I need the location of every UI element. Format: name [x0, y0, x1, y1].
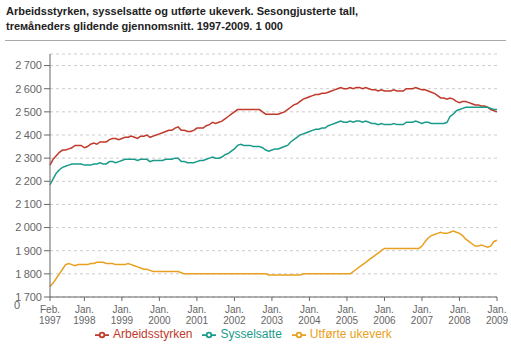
- html-text:Utførte ukeverk: Utførte ukeverk: [309, 327, 392, 341]
- svg-text:2 000: 2 000: [15, 221, 42, 233]
- svg-text:Jan.2007: Jan.2007: [411, 304, 434, 326]
- svg-text:2 100: 2 100: [15, 198, 42, 210]
- svg-text:2 500: 2 500: [15, 106, 42, 118]
- svg-text:2 700: 2 700: [15, 59, 42, 71]
- svg-text:Feb.1997: Feb.1997: [39, 304, 62, 326]
- svg-text:Jan.2005: Jan.2005: [336, 304, 359, 326]
- svg-text:2 400: 2 400: [15, 129, 42, 141]
- svg-text:2 300: 2 300: [15, 152, 42, 164]
- svg-text:Jan.2006: Jan.2006: [373, 304, 396, 326]
- svg-text:1 700: 1 700: [15, 291, 42, 303]
- svg-text:Jan.2004: Jan.2004: [298, 304, 321, 326]
- svg-text:Jan.1998: Jan.1998: [73, 304, 96, 326]
- svg-text:Jan.2009: Jan.2009: [486, 304, 503, 326]
- svg-text:2 200: 2 200: [15, 175, 42, 187]
- svg-text:1 900: 1 900: [15, 245, 42, 257]
- html-text:Sysselsatte: Sysselsatte: [220, 327, 282, 341]
- html-text:Arbeidsstyrken, sysselsatte og: Arbeidsstyrken, sysselsatte og utførte u…: [6, 5, 359, 17]
- svg-text:Jan.1999: Jan.1999: [111, 304, 134, 326]
- svg-text:Jan.2000: Jan.2000: [148, 304, 171, 326]
- svg-text:Jan.2003: Jan.2003: [261, 304, 284, 326]
- svg-text:2 600: 2 600: [15, 83, 42, 95]
- svg-text:Jan.2008: Jan.2008: [448, 304, 471, 326]
- html-text:0: 0: [14, 299, 21, 311]
- svg-text:1 800: 1 800: [15, 268, 42, 280]
- html-text:trемåneders glidende gjennomsn: trемåneders glidende gjennomsnitt. 1997-…: [6, 20, 283, 32]
- html-text:Arbeidsstyrken: Arbeidsstyrken: [113, 327, 193, 341]
- svg-text:Jan.2002: Jan.2002: [223, 304, 246, 326]
- svg-text:Jan.2001: Jan.2001: [186, 304, 209, 326]
